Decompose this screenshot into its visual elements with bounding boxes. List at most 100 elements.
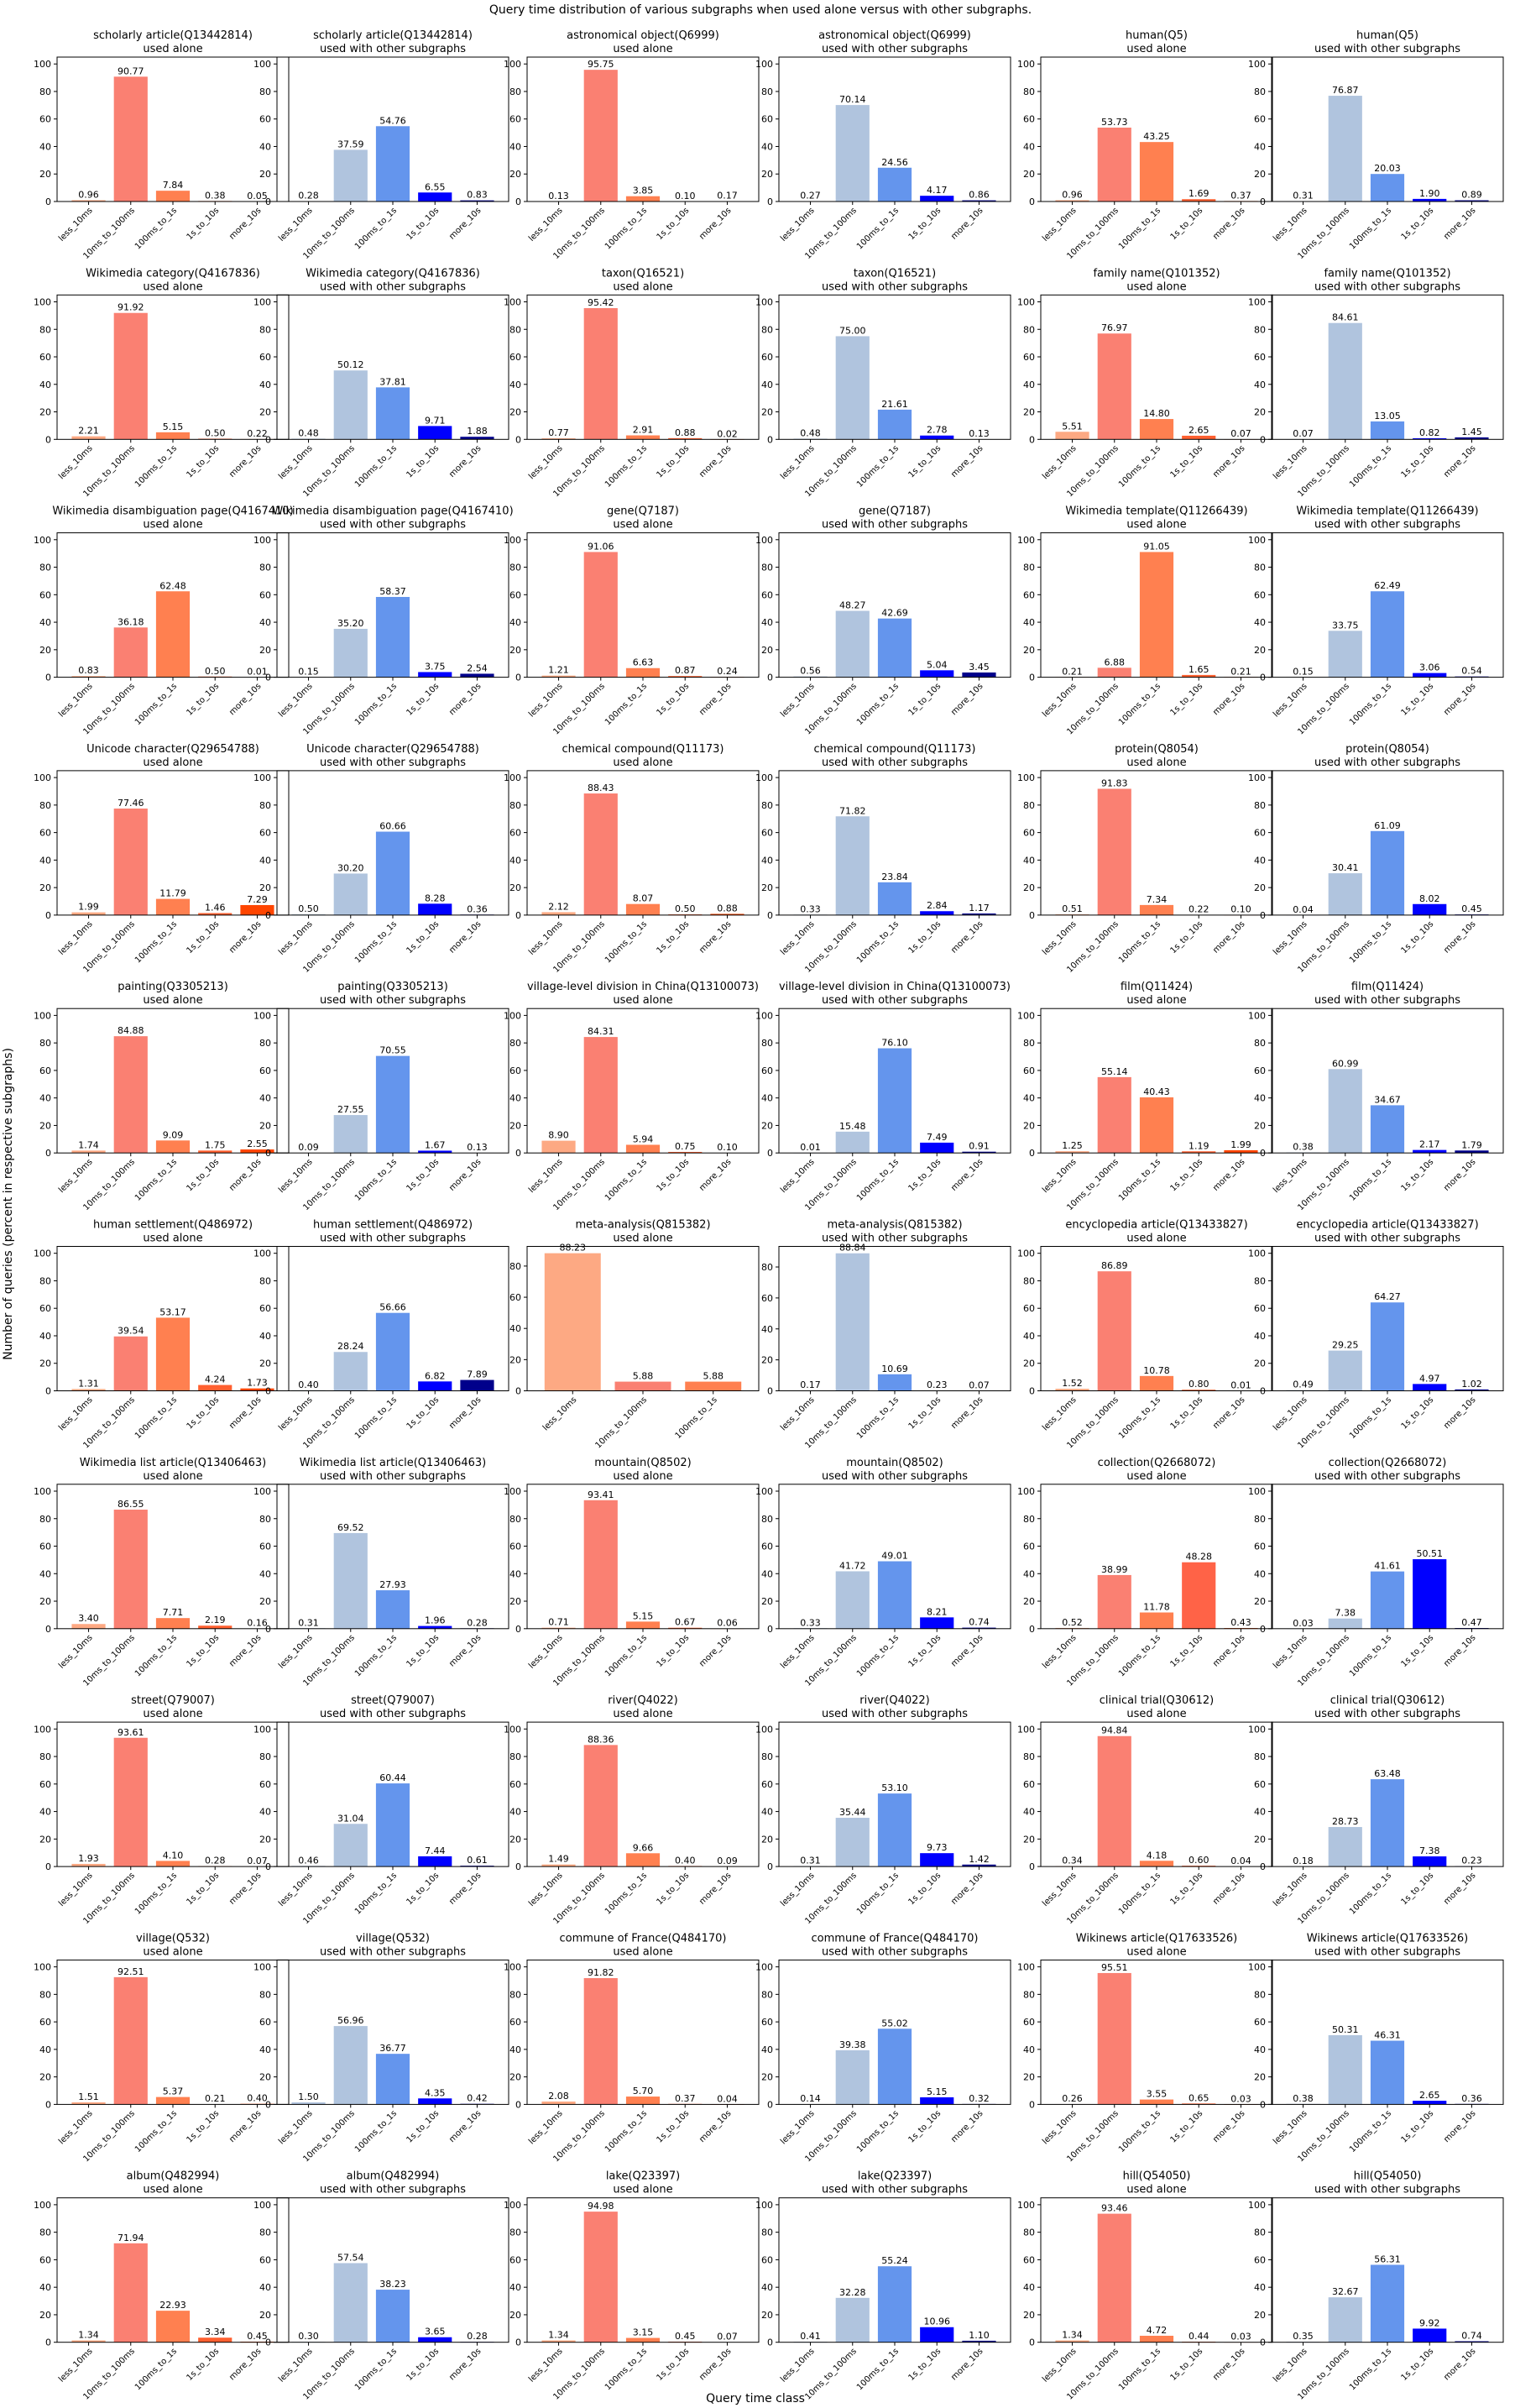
y-tick-label: 100 [1017,59,1035,70]
subplot-subtitle: used alone [143,43,202,55]
bar-value-label: 50.12 [337,359,364,370]
bar [668,437,703,440]
y-tick-label: 40 [509,141,521,152]
subplot-title: painting(Q3305213) [337,981,448,993]
y-tick-label: 20 [1023,882,1035,893]
y-tick-label: 60 [39,828,51,839]
y-tick-label: 0 [515,1861,521,1872]
axes-frame [778,770,1011,916]
bar [1328,631,1362,678]
bar [835,2297,870,2343]
bar-value-label: 0.04 [1293,904,1314,915]
bar-value-label: 86.55 [118,1499,144,1510]
bar-value-label: 31.04 [337,1813,364,1824]
bar-value-label: 5.51 [1062,421,1083,432]
bar [198,1385,232,1391]
bar [625,196,661,202]
y-tick-label: 0 [515,1386,521,1397]
bar [375,1055,410,1154]
bar-value-label: 36.18 [118,616,144,627]
axes-frame [526,2197,760,2343]
bar [625,1853,661,1867]
bar-value-label: 5.15 [163,421,184,432]
subplot-subtitle: used alone [143,756,202,769]
axes-frame [1271,1721,1504,1867]
y-tick-label: 60 [761,1779,773,1790]
bar-value-label: 91.92 [118,302,144,313]
subplot-title: astronomical object(Q6999) [567,29,719,42]
bar-value-label: 76.87 [1332,85,1359,96]
y-tick-label: 40 [761,855,773,866]
bar [583,552,618,678]
y-tick-label: 40 [39,1331,51,1342]
bar-value-label: 1.46 [205,903,226,913]
bar-value-label: 56.66 [379,1302,406,1313]
bar [1055,1151,1089,1154]
bar-value-label: 0.54 [1461,666,1482,677]
bar-value-label: 70.55 [379,1045,406,1056]
bar [583,307,618,440]
y-tick-label: 40 [761,1093,773,1104]
bar-value-label: 0.34 [1062,1856,1083,1866]
y-tick-label: 60 [761,589,773,600]
subplot-title: Wikinews article(Q17633526) [1076,1932,1237,1945]
bar-value-label: 1.02 [1461,1379,1482,1390]
bar-value-label: 61.09 [1374,820,1401,831]
y-tick-label: 60 [259,1779,271,1790]
bar [877,1374,912,1391]
axes-frame [1271,294,1504,440]
subplot-subtitle: used alone [1126,1470,1186,1483]
y-tick-label: 60 [509,114,521,125]
bar [1139,1097,1174,1154]
bar [1328,1618,1362,1629]
subplot-subtitle: used alone [143,280,202,293]
subplot-title: Wikimedia template(Q11266439) [1296,505,1478,518]
bar-value-label: 2.21 [78,426,99,437]
bar [375,387,410,440]
bar [1455,1150,1489,1154]
subplot-subtitle: used with other subgraphs [1314,1233,1460,1245]
y-tick-label: 60 [39,2254,51,2265]
bar-value-label: 1.51 [78,2091,99,2102]
y-tick-label: 40 [259,2044,271,2055]
y-tick-label: 100 [1017,772,1035,783]
bar [877,1561,912,1629]
subplot-subtitle: used with other subgraphs [320,43,466,55]
subplot-title: Wikimedia category(Q4167836) [86,267,260,280]
axes-frame [276,770,509,916]
bar-value-label: 0.48 [298,428,319,439]
bar-value-label: 1.45 [1461,427,1482,437]
bar [835,816,870,915]
subplot-subtitle: used with other subgraphs [822,1233,968,1245]
subplot-title: hill(Q54050) [1123,2170,1191,2183]
bar [1370,1302,1405,1391]
y-tick-label: 40 [1254,1807,1266,1818]
bar-value-label: 88.43 [588,783,614,793]
bar-value-label: 71.94 [118,2233,144,2243]
y-tick-label: 100 [504,59,521,70]
bar [1413,673,1447,678]
bar-value-label: 0.05 [247,191,268,202]
bar-value-label: 88.84 [839,1243,866,1254]
y-tick-label: 100 [253,1248,271,1259]
y-tick-label: 80 [1023,1989,1035,2000]
bar-value-label: 0.31 [298,1617,319,1628]
y-tick-label: 0 [1029,196,1035,207]
axes-frame [1271,2197,1504,2343]
subplot: astronomical object(Q6999)used alone 0 20 4… [504,29,760,261]
y-tick-label: 100 [504,2200,521,2211]
subplot-subtitle: used alone [1126,1945,1186,1958]
y-tick-label: 0 [1260,2337,1266,2348]
bar-value-label: 5.04 [927,659,948,670]
bar-value-label: 0.80 [1188,1379,1209,1390]
subplot-title: protein(Q8054) [1115,743,1199,756]
bar-value-label: 0.09 [298,1142,319,1153]
bar [1328,873,1362,915]
bar [1455,2341,1489,2343]
y-tick-label: 100 [755,59,773,70]
bar [541,2340,576,2343]
y-tick-label: 0 [265,1624,271,1635]
bar [1139,904,1174,915]
bar-value-label: 91.05 [1143,541,1170,552]
bar-value-label: 71.82 [839,805,866,816]
